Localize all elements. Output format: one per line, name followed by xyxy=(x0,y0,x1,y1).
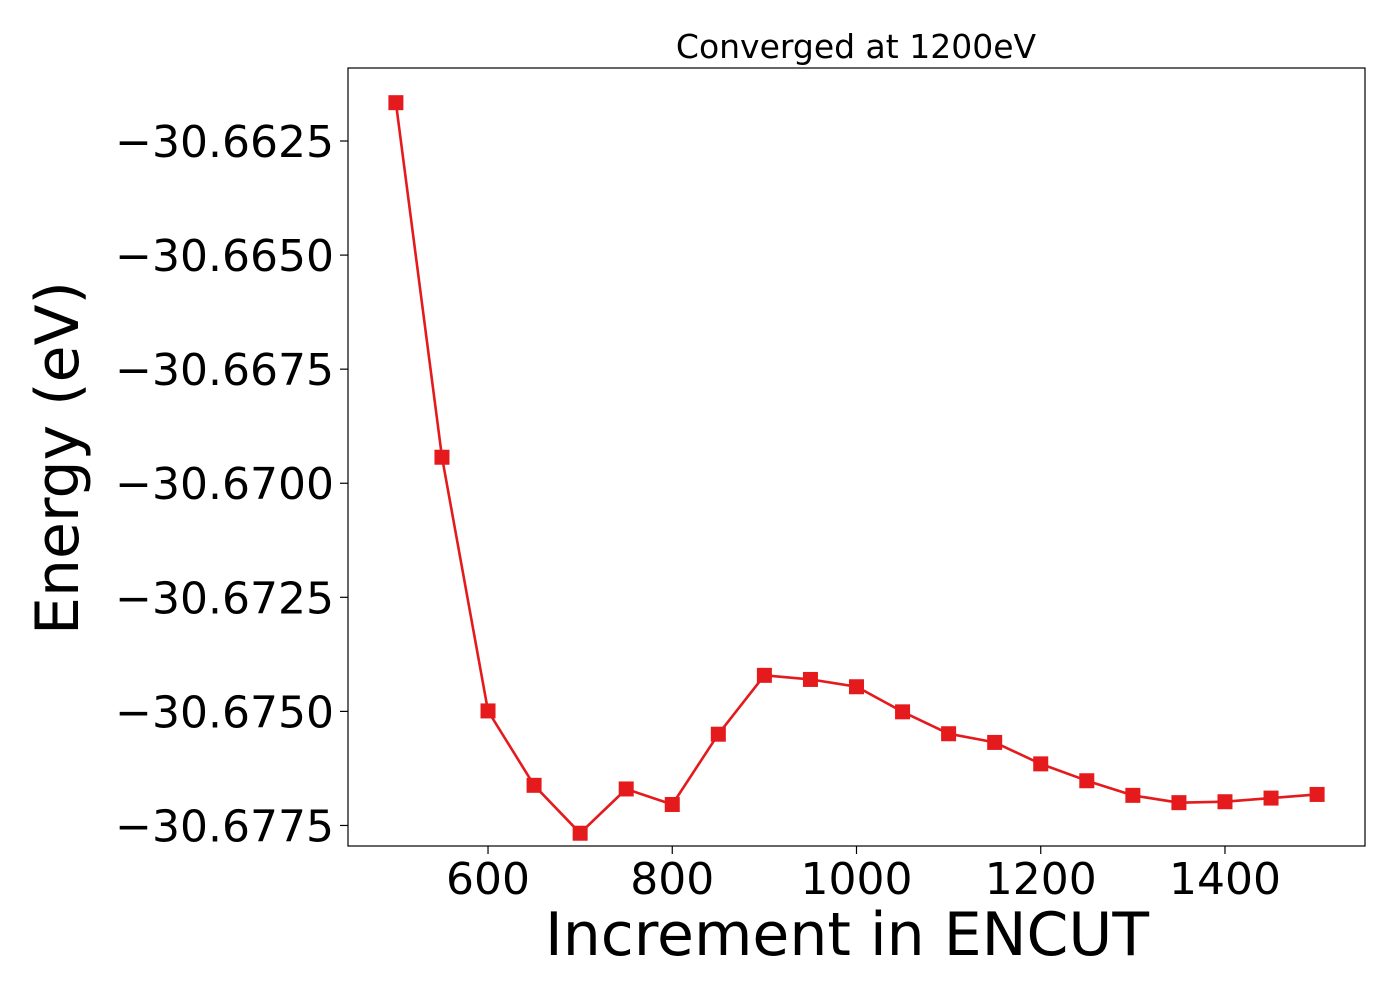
data-point-marker xyxy=(388,95,404,111)
x-tick-label: 1000 xyxy=(801,854,913,905)
data-point-marker xyxy=(802,671,818,687)
y-tick-label: −30.6700 xyxy=(115,459,334,510)
y-tick-label: −30.6625 xyxy=(115,117,334,168)
y-axis: −30.6625 −30.6650 −30.6675 −30.6700 −30.6725… xyxy=(115,117,348,852)
data-point-marker xyxy=(941,726,957,742)
data-point-marker xyxy=(895,704,911,720)
y-tick-label: −30.6725 xyxy=(115,573,334,624)
x-tick-label: 800 xyxy=(630,854,714,905)
data-point-marker xyxy=(1125,787,1141,803)
data-point-marker xyxy=(849,679,864,695)
data-point-marker xyxy=(1309,786,1325,802)
x-tick-label: 1200 xyxy=(985,854,1097,905)
data-point-marker xyxy=(664,796,680,812)
y-axis-title: Energy (eV) xyxy=(23,281,93,635)
y-tick-label: −30.6675 xyxy=(115,345,334,396)
data-point-marker xyxy=(1033,756,1049,772)
data-point-marker xyxy=(526,777,542,793)
data-point-marker xyxy=(1217,794,1233,810)
x-tick-label: 1400 xyxy=(1169,854,1281,905)
data-point-marker xyxy=(756,667,772,683)
x-axis-title: Increment in ENCUT xyxy=(545,900,1149,970)
x-tick-label: 600 xyxy=(446,854,530,905)
data-point-marker xyxy=(572,825,588,841)
data-point-marker xyxy=(1263,790,1279,806)
data-point-marker xyxy=(1079,773,1095,789)
data-point-marker xyxy=(710,726,726,742)
data-point-marker xyxy=(480,703,496,719)
y-tick-label: −30.6775 xyxy=(115,801,334,852)
chart-title: Converged at 1200eV xyxy=(676,27,1037,66)
data-point-marker xyxy=(1171,795,1187,811)
y-tick-label: −30.6650 xyxy=(115,231,334,282)
data-point-marker xyxy=(618,781,634,797)
y-tick-label: −30.6750 xyxy=(115,687,334,738)
data-point-marker xyxy=(434,449,450,465)
data-point-marker xyxy=(987,734,1003,750)
series-layer xyxy=(388,95,1325,841)
x-axis: 600 800 1000 1200 1400 xyxy=(446,846,1281,905)
